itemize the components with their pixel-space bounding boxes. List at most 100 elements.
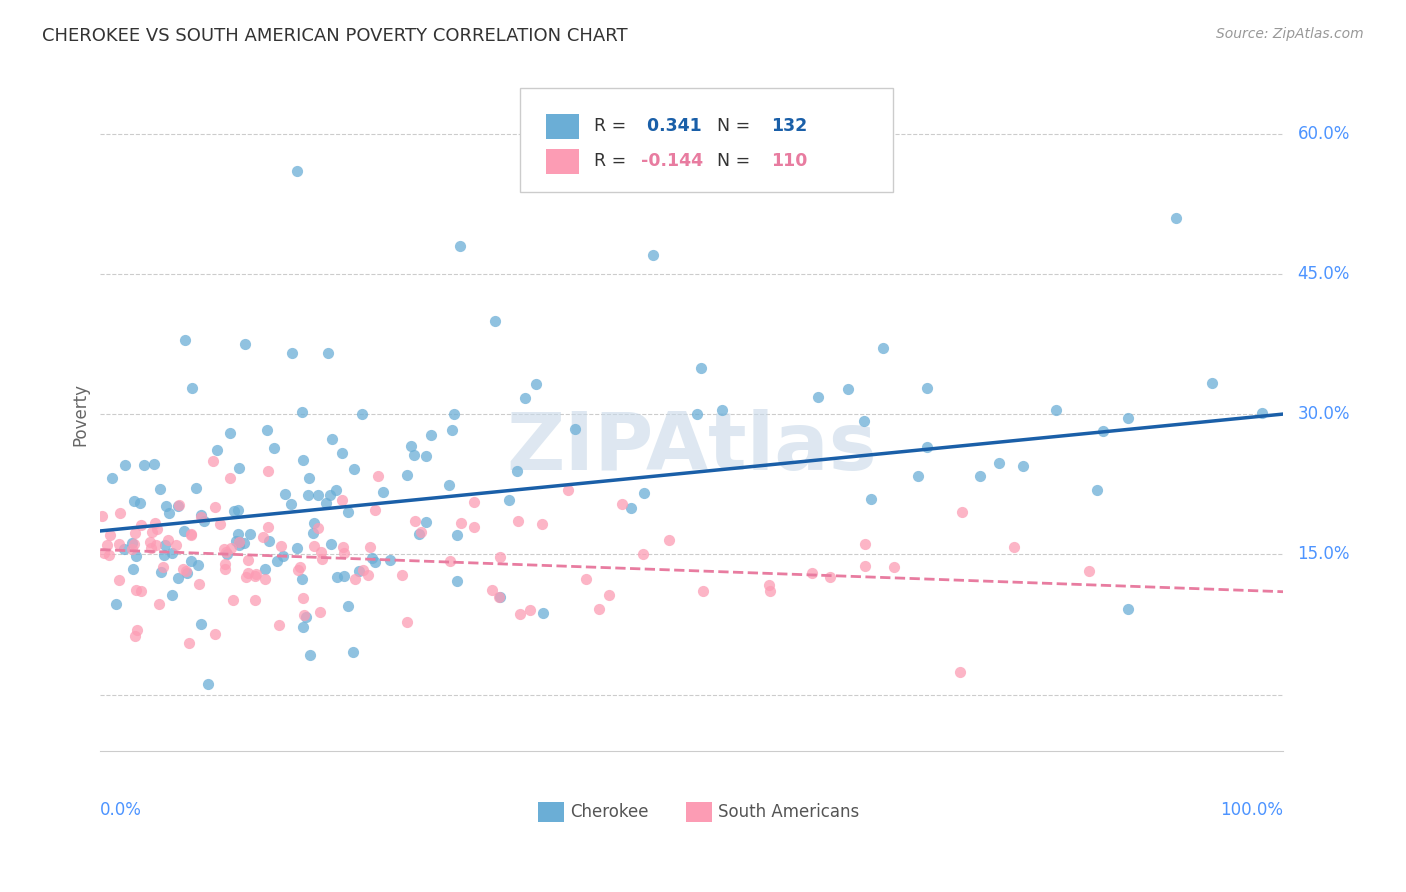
Point bbox=[124, 525, 146, 540]
Point bbox=[524, 377, 547, 392]
Point bbox=[343, 461, 366, 475]
Point bbox=[463, 495, 485, 509]
Point bbox=[489, 550, 512, 565]
Point bbox=[378, 552, 401, 566]
Point bbox=[395, 615, 418, 629]
Point bbox=[443, 407, 465, 421]
Point bbox=[121, 536, 143, 550]
Point bbox=[1045, 403, 1067, 417]
Point bbox=[122, 537, 145, 551]
Point bbox=[302, 525, 325, 540]
Point bbox=[319, 537, 342, 551]
Point bbox=[333, 569, 356, 583]
FancyBboxPatch shape bbox=[538, 802, 564, 822]
Point bbox=[121, 562, 143, 576]
Point bbox=[950, 505, 973, 519]
Point bbox=[124, 629, 146, 643]
Point bbox=[176, 564, 198, 578]
Point bbox=[319, 488, 342, 502]
Point bbox=[343, 572, 366, 586]
Text: 45.0%: 45.0% bbox=[1298, 265, 1350, 283]
Point bbox=[915, 441, 938, 455]
Point bbox=[177, 636, 200, 650]
Point bbox=[93, 546, 115, 560]
Point bbox=[690, 361, 713, 376]
Point bbox=[155, 499, 177, 513]
Point bbox=[333, 546, 356, 560]
Point bbox=[125, 549, 148, 564]
Point bbox=[692, 584, 714, 599]
Point bbox=[222, 593, 245, 607]
Text: Source: ZipAtlas.com: Source: ZipAtlas.com bbox=[1216, 27, 1364, 41]
Point bbox=[121, 541, 143, 556]
Point bbox=[326, 570, 349, 584]
Point bbox=[1116, 602, 1139, 616]
Point bbox=[202, 454, 225, 468]
Point bbox=[143, 516, 166, 531]
Point bbox=[294, 610, 316, 624]
Point bbox=[233, 336, 256, 351]
Point bbox=[872, 341, 894, 355]
Text: N =: N = bbox=[706, 152, 756, 169]
Point bbox=[373, 484, 395, 499]
Point bbox=[153, 548, 176, 562]
Point bbox=[631, 547, 654, 561]
Point bbox=[321, 432, 343, 446]
Point bbox=[141, 524, 163, 539]
Point bbox=[90, 508, 112, 523]
Point bbox=[396, 468, 419, 483]
Text: 30.0%: 30.0% bbox=[1298, 405, 1350, 423]
Point bbox=[112, 541, 135, 556]
Text: -0.144: -0.144 bbox=[641, 152, 703, 169]
Point bbox=[853, 559, 876, 574]
Point bbox=[105, 597, 128, 611]
Point bbox=[274, 487, 297, 501]
Point bbox=[233, 536, 256, 550]
Point bbox=[315, 496, 337, 510]
Point bbox=[245, 569, 267, 583]
Point bbox=[114, 458, 136, 472]
Point bbox=[180, 527, 202, 541]
Point bbox=[1002, 540, 1025, 554]
Point bbox=[519, 603, 541, 617]
Point bbox=[352, 563, 374, 577]
Point bbox=[1250, 406, 1272, 420]
Point bbox=[298, 648, 321, 662]
Point bbox=[226, 526, 249, 541]
Point bbox=[281, 345, 304, 359]
Point bbox=[108, 506, 131, 520]
Point bbox=[643, 248, 665, 262]
Point bbox=[145, 522, 167, 536]
Text: 132: 132 bbox=[770, 117, 807, 135]
Point bbox=[883, 559, 905, 574]
Point bbox=[759, 584, 782, 599]
Point bbox=[309, 605, 332, 619]
Point bbox=[96, 538, 118, 552]
Point bbox=[342, 645, 364, 659]
Point bbox=[145, 538, 167, 552]
Point bbox=[610, 497, 633, 511]
FancyBboxPatch shape bbox=[547, 114, 579, 139]
Point bbox=[402, 448, 425, 462]
Text: R =: R = bbox=[593, 117, 631, 135]
Point bbox=[440, 423, 463, 437]
Text: N =: N = bbox=[706, 117, 756, 135]
Point bbox=[152, 559, 174, 574]
Point bbox=[208, 516, 231, 531]
Point bbox=[271, 549, 294, 563]
Point bbox=[225, 534, 247, 549]
Point bbox=[222, 504, 245, 518]
Point bbox=[391, 568, 413, 582]
Point bbox=[484, 313, 506, 327]
Point bbox=[134, 458, 156, 472]
Point bbox=[1201, 376, 1223, 390]
Text: 0.341: 0.341 bbox=[641, 117, 702, 135]
Point bbox=[302, 516, 325, 530]
Point bbox=[367, 468, 389, 483]
Point bbox=[404, 514, 426, 528]
Point bbox=[598, 588, 620, 602]
Text: 0.0%: 0.0% bbox=[100, 801, 142, 819]
Point bbox=[837, 383, 859, 397]
Point bbox=[446, 574, 468, 589]
Point bbox=[1164, 211, 1187, 225]
